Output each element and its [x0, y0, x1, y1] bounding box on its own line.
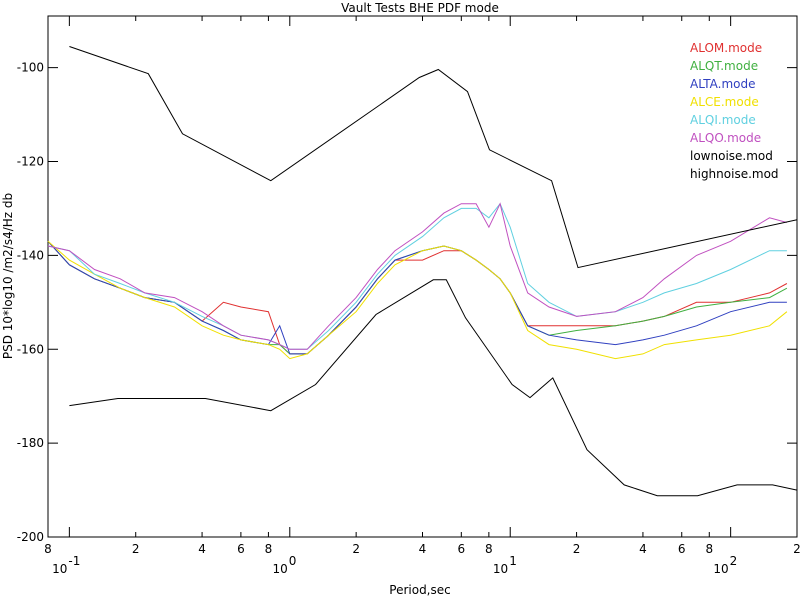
x-tick-label: 10	[52, 562, 67, 576]
series-line	[47, 240, 787, 355]
x-tick-exponent: 0	[289, 554, 297, 568]
x-tick-exponent: 2	[730, 554, 738, 568]
x-tick-label: 2	[352, 542, 360, 556]
legend-entry: ALQI.mode	[690, 113, 756, 127]
x-tick-label: 10	[273, 562, 288, 576]
legend-entry: ALCE.mode	[690, 95, 759, 109]
x-tick-label: 10	[493, 562, 508, 576]
y-tick-label: -140	[17, 248, 44, 262]
x-tick-label: 8	[44, 542, 52, 556]
x-tick-label: 6	[457, 542, 465, 556]
series-line	[69, 46, 798, 269]
x-tick-label: 4	[198, 542, 206, 556]
series-line	[47, 202, 787, 350]
legend-entry: ALTA.mode	[690, 77, 755, 91]
y-tick-label: -120	[17, 155, 44, 169]
series-line	[69, 279, 798, 497]
y-axis-label: PSD 10*log10 /m2/s4/Hz db	[1, 193, 15, 359]
legend-entry: highnoise.mod	[690, 167, 779, 181]
legend-entry: ALOM.mode	[690, 41, 762, 55]
x-tick-label: 2	[793, 542, 800, 556]
x-tick-label: 4	[639, 542, 647, 556]
x-axis-label: Period,sec	[389, 583, 450, 597]
legend-entry: ALQT.mode	[690, 59, 758, 73]
x-tick-label: 2	[132, 542, 140, 556]
x-tick-label: 8	[265, 542, 273, 556]
x-tick-label: 10	[713, 562, 728, 576]
y-tick-label: -160	[17, 342, 44, 356]
x-tick-label: 8	[705, 542, 713, 556]
legend-entry: ALQO.mode	[690, 131, 761, 145]
x-tick-exponent: 1	[509, 554, 517, 568]
x-tick-exponent: -1	[68, 554, 80, 568]
legend-entry: lownoise.mod	[690, 149, 773, 163]
x-tick-label: 8	[485, 542, 493, 556]
x-tick-label: 6	[237, 542, 245, 556]
series-line	[47, 202, 788, 350]
y-tick-label: -200	[17, 530, 44, 544]
y-tick-label: -180	[17, 436, 44, 450]
chart-title: Vault Tests BHE PDF mode	[341, 1, 499, 15]
y-tick-label: -100	[17, 61, 44, 75]
x-tick-label: 4	[419, 542, 427, 556]
series-line	[47, 240, 788, 360]
x-tick-label: 2	[573, 542, 581, 556]
x-tick-label: 6	[678, 542, 686, 556]
